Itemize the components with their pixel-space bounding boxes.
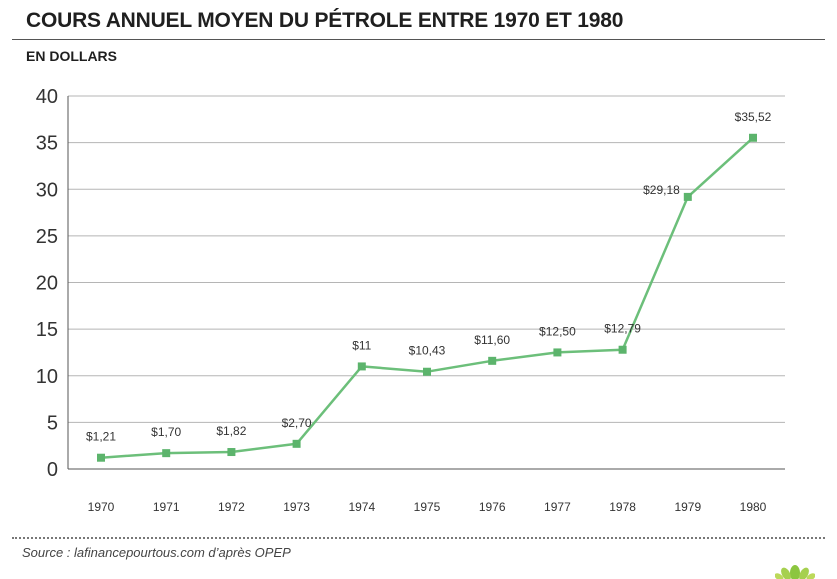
y-tick-label: 10 (36, 366, 58, 388)
y-tick-label: 35 (36, 133, 58, 155)
x-tick-label: 1970 (88, 500, 115, 514)
data-label: $1,70 (151, 425, 181, 439)
data-point (227, 448, 236, 457)
y-tick-label: 25 (36, 226, 58, 248)
data-point (488, 356, 497, 365)
data-point (292, 439, 301, 448)
y-tick-label: 5 (47, 412, 58, 434)
data-point (553, 348, 562, 357)
data-point (423, 367, 431, 376)
y-tick-label: 30 (36, 179, 58, 201)
data-label: $35,52 (735, 110, 772, 124)
chart-title: COURS ANNUEL MOYEN DU PÉTROLE ENTRE 1970… (26, 9, 624, 32)
data-label: $1,82 (216, 424, 246, 438)
y-tick-label: 15 (36, 319, 58, 341)
data-point (162, 449, 171, 458)
data-point (683, 192, 692, 201)
line-chart: 0 5 10 15 20 25 30 35 40 1970 1971 1972 1973 1974 1975… (36, 86, 785, 514)
data-point (749, 133, 757, 142)
data-point (357, 362, 366, 371)
x-tick-label: 1979 (674, 500, 701, 514)
brand-logo-icon (775, 565, 815, 579)
chart-subtitle: EN DOLLARS (26, 48, 117, 64)
data-label: $12,50 (539, 324, 576, 338)
data-point (618, 345, 627, 354)
data-label: $10,43 (409, 344, 446, 358)
x-tick-label: 1972 (218, 500, 245, 514)
y-tick-label: 40 (36, 86, 58, 108)
data-label: $1,21 (86, 430, 116, 444)
x-tick-label: 1971 (153, 500, 180, 514)
x-tick-label: 1980 (740, 500, 767, 514)
data-label: $29,18 (643, 183, 680, 197)
data-label: $11,60 (474, 333, 510, 347)
y-tick-label: 0 (47, 459, 58, 481)
data-label: $12,79 (604, 322, 641, 336)
x-tick-label: 1977 (544, 500, 571, 514)
footer-divider (12, 537, 825, 539)
title-divider (12, 39, 825, 40)
data-label: $11 (352, 338, 371, 352)
x-tick-label: 1975 (414, 500, 441, 514)
x-tick-label: 1976 (479, 500, 506, 514)
data-point (97, 453, 105, 462)
data-label: $2,70 (282, 416, 312, 430)
x-tick-label: 1973 (283, 500, 310, 514)
x-tick-label: 1978 (609, 500, 636, 514)
source-note: Source : lafinancepourtous.com d’après O… (22, 545, 291, 560)
y-tick-label: 20 (36, 273, 58, 295)
x-tick-label: 1974 (348, 500, 375, 514)
